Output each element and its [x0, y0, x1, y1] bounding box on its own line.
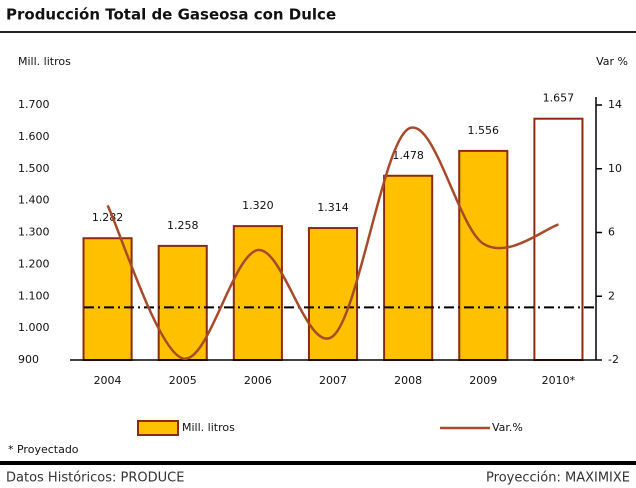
y2-axis-label: Var %: [596, 55, 628, 68]
x-tick-label: 2004: [94, 374, 122, 387]
y-tick-label: 1.600: [18, 130, 50, 143]
y-tick-label: 1.700: [18, 98, 50, 111]
y-axis-label: Mill. litros: [18, 55, 71, 68]
x-tick-label: 2005: [169, 374, 197, 387]
legend-swatch: [137, 420, 179, 436]
y2-tick-label: 10: [608, 162, 622, 175]
y2-tick-label: -2: [608, 353, 619, 366]
line-series: [106, 126, 559, 360]
x-tick-label: 2008: [394, 374, 422, 387]
bar: [383, 174, 434, 361]
bar: [307, 227, 359, 361]
value-label: 1.314: [317, 201, 349, 214]
x-tick-label: 2007: [319, 374, 347, 387]
y-tick-label: 1.400: [18, 194, 50, 207]
x-tick-label: 2009: [469, 374, 497, 387]
y2-tick-label: 6: [608, 226, 615, 239]
value-label: 1.478: [392, 149, 424, 162]
bar: [533, 117, 584, 361]
legend-label: Var.%: [492, 421, 523, 434]
y2-tick-label: 14: [608, 98, 622, 111]
y-tick-label: 1.100: [18, 289, 50, 302]
y-tick-label: 900: [18, 353, 39, 366]
legend-label: Mill. litros: [182, 421, 235, 434]
chart-title: Producción Total de Gaseosa con Dulce: [6, 6, 336, 24]
y-tick-label: 1.500: [18, 162, 50, 175]
x-tick-label: 2010*: [542, 374, 576, 387]
value-label: 1.556: [468, 124, 500, 137]
bar: [82, 237, 133, 361]
y2-tick-label: 2: [608, 289, 615, 302]
x-tick-label: 2006: [244, 374, 272, 387]
source-right: Proyección: MAXIMIXE: [486, 471, 630, 486]
bar: [458, 149, 509, 361]
source-left: Datos Históricos: PRODUCE: [6, 471, 184, 486]
value-label: 1.258: [167, 219, 199, 232]
bar: [232, 225, 283, 361]
y-tick-label: 1.000: [18, 321, 50, 334]
value-label: 1.282: [92, 211, 124, 224]
footnote: * Proyectado: [8, 443, 79, 456]
value-label: 1.320: [242, 199, 274, 212]
value-label: 1.657: [543, 92, 575, 105]
y-tick-label: 1.300: [18, 226, 50, 239]
y-tick-label: 1.200: [18, 257, 50, 270]
